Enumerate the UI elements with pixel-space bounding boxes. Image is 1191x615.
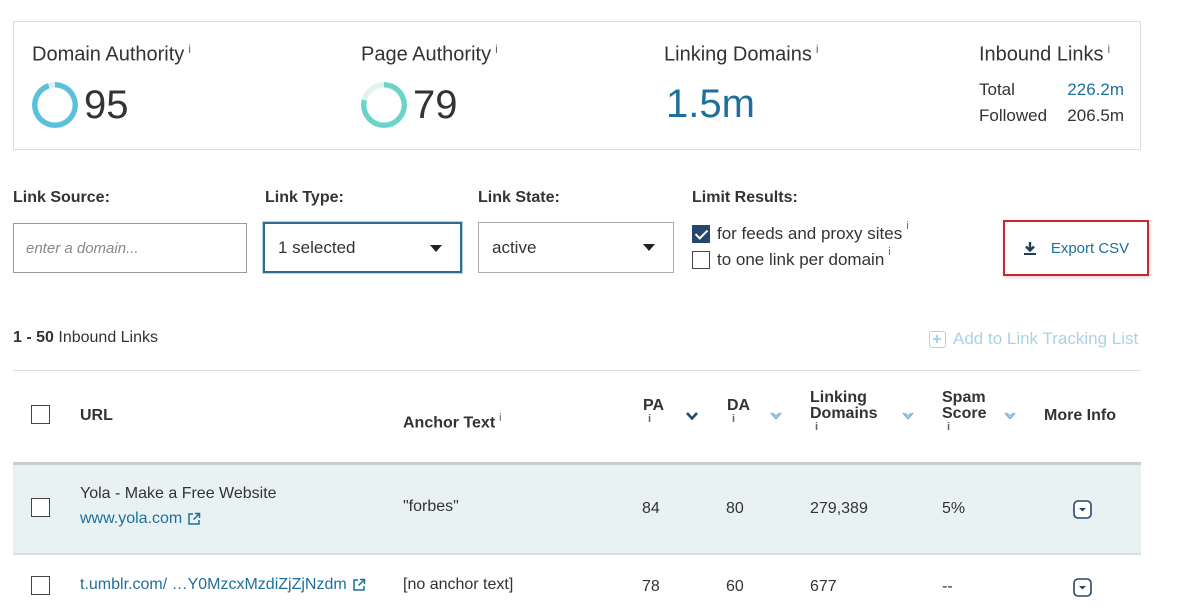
column-spam-score[interactable]: Spam Score i xyxy=(942,389,987,433)
inbound-total-label: Total xyxy=(979,80,1015,99)
info-icon[interactable]: i xyxy=(732,413,736,425)
info-icon[interactable]: i xyxy=(188,42,191,56)
link-type-value: 1 selected xyxy=(278,237,356,257)
inbound-total-value: 226.2m xyxy=(1067,80,1124,99)
info-icon[interactable]: i xyxy=(815,421,819,433)
row-anchor-text: "forbes" xyxy=(403,498,459,515)
column-more-info: More Info xyxy=(1044,407,1116,424)
external-link-icon[interactable] xyxy=(187,512,201,526)
column-url[interactable]: URL xyxy=(80,407,113,424)
row-pa: 84 xyxy=(642,500,660,517)
table-row xyxy=(13,465,1141,553)
download-icon xyxy=(1023,242,1036,255)
header-divider xyxy=(13,462,1141,465)
feeds-proxy-option[interactable]: for feeds and proxy sites i xyxy=(692,220,909,244)
row-checkbox[interactable] xyxy=(31,498,50,517)
sort-desc-icon[interactable] xyxy=(686,410,698,422)
link-state-label: Link State: xyxy=(478,189,560,206)
feeds-proxy-label: for feeds and proxy sites xyxy=(717,224,903,243)
chevron-down-icon xyxy=(643,244,655,251)
row-anchor-text: [no anchor text] xyxy=(403,576,514,593)
row-linking-domains: 677 xyxy=(810,578,837,595)
add-tracking-label: Add to Link Tracking List xyxy=(953,329,1139,348)
row-divider xyxy=(13,553,1141,555)
results-range: 1 - 50 xyxy=(13,329,54,346)
link-state-select[interactable]: active xyxy=(478,222,674,273)
results-label: Inbound Links xyxy=(58,329,159,346)
row-da: 60 xyxy=(726,578,744,595)
info-icon[interactable]: i xyxy=(815,42,819,56)
limit-results-label: Limit Results: xyxy=(692,189,798,206)
inbound-followed-value: 206.5m xyxy=(1067,106,1124,125)
one-link-option[interactable]: to one link per domain i xyxy=(692,246,891,270)
link-source-input[interactable] xyxy=(13,223,247,273)
info-icon[interactable]: i xyxy=(947,421,951,433)
feeds-proxy-checkbox[interactable] xyxy=(692,225,710,243)
expand-icon[interactable] xyxy=(1073,578,1092,597)
export-csv-label: Export CSV xyxy=(1050,239,1130,257)
row-spam-score: 5% xyxy=(942,500,966,517)
select-all-checkbox[interactable] xyxy=(31,405,50,424)
add-icon xyxy=(929,330,946,348)
one-link-label: to one link per domain xyxy=(717,250,885,269)
sort-icon[interactable] xyxy=(770,410,782,422)
row-page-title: Yola - Make a Free Website xyxy=(80,485,277,502)
domain-authority-ring xyxy=(32,82,78,128)
row-url-link[interactable]: t.umblr.com/ …Y0MzcxMzdiZjZjNzdm xyxy=(80,576,366,594)
row-checkbox[interactable] xyxy=(31,576,50,595)
page-authority-ring xyxy=(361,82,407,128)
domain-authority-value: 95 xyxy=(32,82,129,128)
sort-icon[interactable] xyxy=(902,410,914,422)
inbound-total-row: Total 226.2m xyxy=(979,80,1124,100)
domain-authority-title: Domain Authority i xyxy=(32,42,191,66)
linking-domains-title: Linking Domains i xyxy=(664,42,819,66)
row-da: 80 xyxy=(726,500,744,517)
row-spam-score: -- xyxy=(942,578,953,595)
column-linking-domains[interactable]: Linking Domains i xyxy=(810,389,878,433)
page-authority-value: 79 xyxy=(361,82,458,128)
column-da[interactable]: DA i xyxy=(727,397,751,425)
info-icon[interactable]: i xyxy=(648,413,652,425)
info-icon[interactable]: i xyxy=(499,412,502,424)
info-icon[interactable]: i xyxy=(1107,42,1111,56)
external-link-icon[interactable] xyxy=(352,578,366,592)
export-csv-button[interactable]: Export CSV xyxy=(1003,220,1149,276)
page-authority-title: Page Authority i xyxy=(361,42,498,66)
info-icon[interactable]: i xyxy=(495,42,498,56)
expand-icon[interactable] xyxy=(1073,500,1092,519)
results-count: 1 - 50 Inbound Links xyxy=(13,329,158,347)
inbound-followed-label: Followed xyxy=(979,106,1048,125)
chevron-down-icon xyxy=(430,245,442,252)
metrics-panel: Domain Authority i 95 Page Authority i 79 … xyxy=(13,21,1141,150)
add-to-link-tracking-button[interactable]: Add to Link Tracking List xyxy=(929,329,1138,349)
sort-icon[interactable] xyxy=(1004,410,1016,422)
row-pa: 78 xyxy=(642,578,660,595)
info-icon[interactable]: i xyxy=(888,246,891,258)
link-state-value: active xyxy=(492,237,537,257)
info-icon[interactable]: i xyxy=(906,220,909,232)
column-anchor-text[interactable]: Anchor Text i xyxy=(403,412,502,432)
linking-domains-value: 1.5m xyxy=(666,82,755,126)
inbound-followed-row: Followed 206.5m xyxy=(979,106,1124,126)
link-type-label: Link Type: xyxy=(265,189,344,206)
column-pa[interactable]: PA i xyxy=(643,397,665,425)
one-link-checkbox[interactable] xyxy=(692,251,710,269)
inbound-links-title: Inbound Links i xyxy=(979,42,1111,66)
divider xyxy=(13,370,1141,371)
link-type-select[interactable]: 1 selected xyxy=(263,222,462,273)
row-linking-domains: 279,389 xyxy=(810,500,868,517)
row-url-link[interactable]: www.yola.com xyxy=(80,510,201,528)
link-source-label: Link Source: xyxy=(13,189,110,206)
